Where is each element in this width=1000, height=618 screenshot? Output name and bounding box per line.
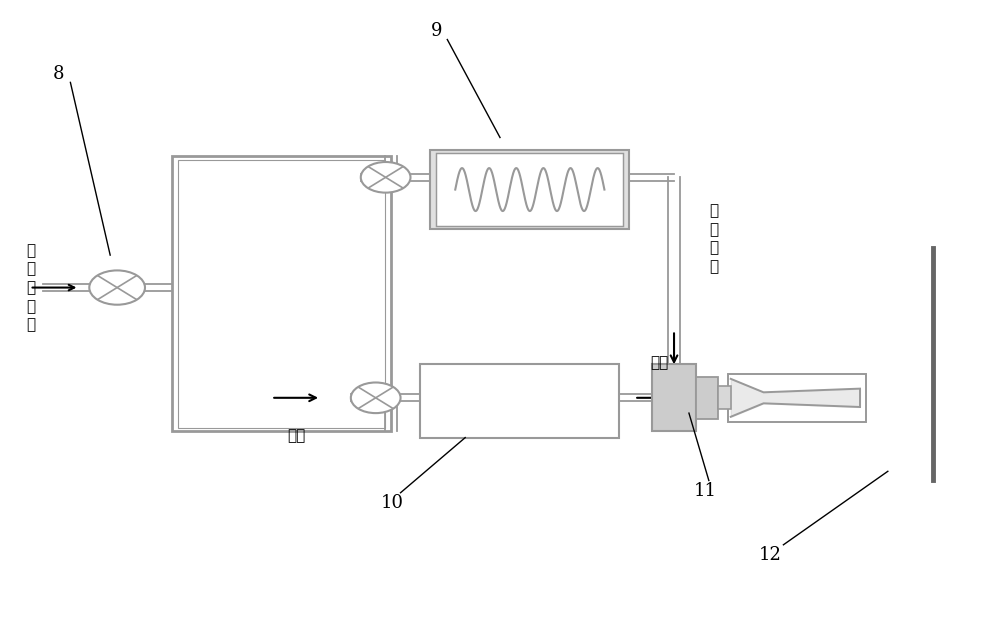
Bar — [436, 153, 623, 226]
Bar — [718, 386, 731, 410]
Bar — [728, 374, 866, 421]
Text: 接
高
压
气
源: 接 高 压 气 源 — [26, 243, 35, 332]
Text: 粉末: 粉末 — [650, 355, 668, 370]
Text: 11: 11 — [694, 482, 717, 500]
Text: 12: 12 — [759, 546, 781, 564]
Bar — [420, 364, 619, 438]
Text: 预
热
气
体: 预 热 气 体 — [709, 203, 718, 274]
Text: 10: 10 — [381, 494, 404, 512]
Text: 载气: 载气 — [287, 428, 305, 444]
Circle shape — [361, 162, 411, 193]
Circle shape — [89, 271, 145, 305]
Bar — [178, 159, 385, 428]
Bar — [652, 364, 696, 431]
Text: 8: 8 — [53, 66, 64, 83]
Circle shape — [351, 383, 401, 413]
Text: 9: 9 — [430, 22, 442, 40]
Bar — [430, 150, 629, 229]
Bar — [172, 156, 391, 431]
Bar — [696, 377, 718, 418]
